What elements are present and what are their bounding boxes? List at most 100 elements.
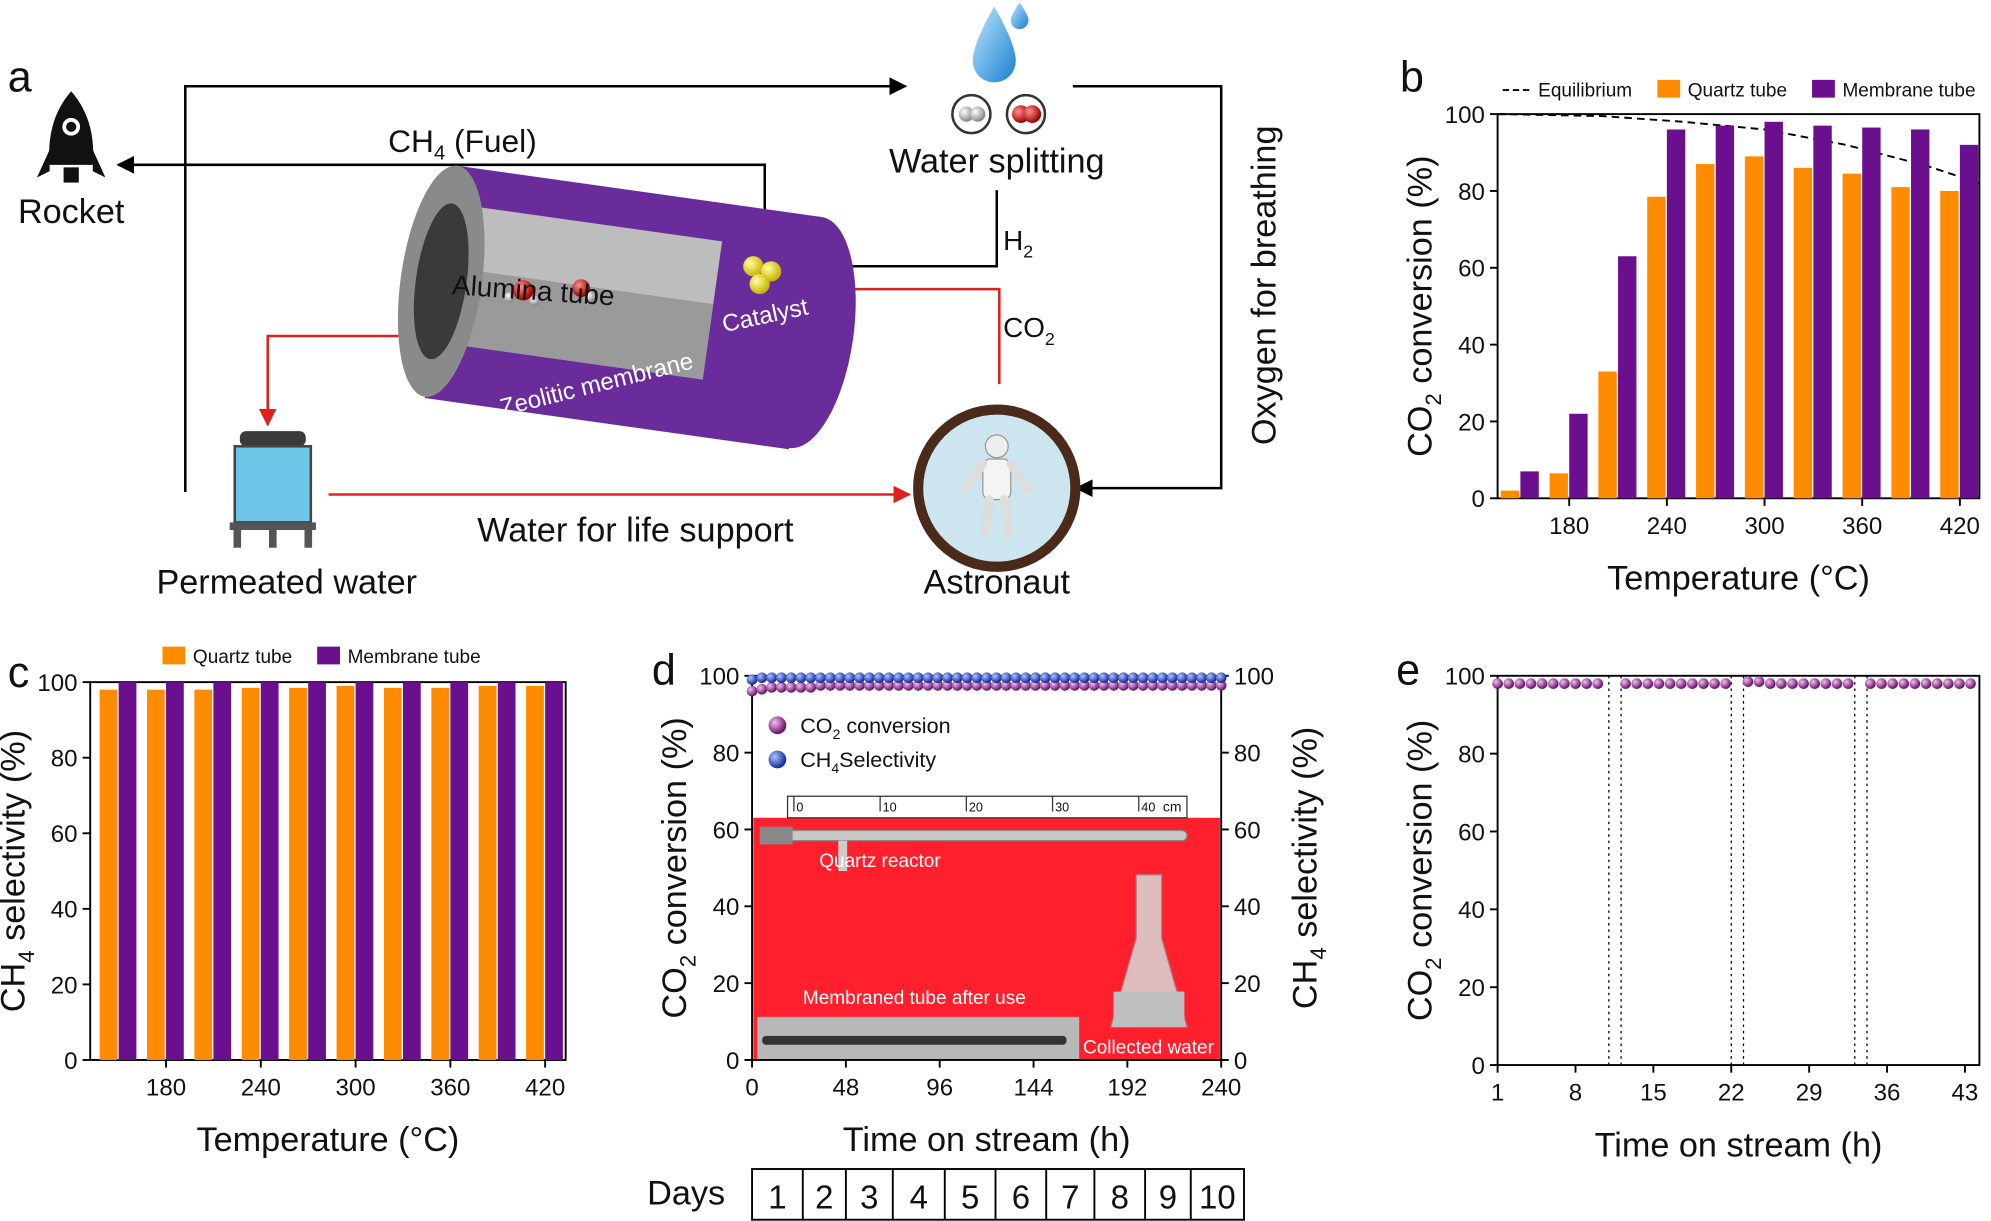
equilibrium-line — [1497, 113, 1980, 185]
point — [864, 672, 875, 684]
panel-label: a — [8, 53, 32, 101]
y2-tick-label: 0 — [1234, 1048, 1247, 1075]
point — [1675, 678, 1687, 689]
y-tick-label: 60 — [1458, 256, 1485, 283]
point — [991, 672, 1002, 684]
point — [1088, 672, 1100, 684]
bar — [1696, 164, 1715, 499]
point — [1876, 678, 1887, 689]
x-tick-label: 240 — [241, 1074, 281, 1101]
legend-label: Membrane tube — [348, 647, 481, 668]
days-cell: 8 — [1111, 1178, 1129, 1215]
bar — [1715, 125, 1735, 499]
point — [805, 672, 817, 684]
bar — [1793, 167, 1813, 499]
point — [893, 672, 904, 684]
point — [815, 680, 826, 691]
point — [746, 685, 758, 697]
astronaut-label: Astronaut — [924, 563, 1071, 601]
inset-label: Membraned tube after use — [803, 988, 1026, 1009]
y-tick-label: 40 — [1458, 332, 1485, 359]
point — [1137, 680, 1149, 691]
point — [1547, 678, 1559, 689]
point — [1069, 680, 1080, 691]
bar — [1549, 473, 1568, 499]
point — [785, 672, 797, 684]
point — [932, 680, 944, 691]
point — [1931, 678, 1943, 689]
arrow — [1072, 84, 1223, 498]
point — [1503, 678, 1515, 689]
point — [1698, 678, 1709, 689]
x-tick-label: 360 — [1842, 513, 1882, 540]
point — [1030, 680, 1041, 691]
point — [844, 680, 856, 691]
point — [824, 680, 836, 691]
x-tick-label: 300 — [1744, 513, 1784, 540]
point — [912, 680, 924, 691]
point — [1798, 678, 1809, 689]
bar — [1862, 127, 1881, 499]
y-tick-label: 20 — [1458, 409, 1485, 436]
y-tick-label: 100 — [699, 664, 739, 691]
point — [903, 680, 914, 691]
bar — [1911, 129, 1930, 499]
point — [1020, 672, 1032, 684]
days-label: Days — [647, 1175, 725, 1213]
point — [1079, 680, 1090, 691]
bar — [402, 682, 421, 1060]
point — [1010, 672, 1022, 684]
point — [1514, 678, 1526, 689]
astronaut-icon — [913, 404, 1081, 572]
rocket-icon — [36, 91, 106, 183]
y-tick-label: 80 — [1458, 179, 1485, 206]
point — [981, 672, 992, 684]
bar — [1666, 129, 1686, 499]
bar — [545, 682, 563, 1060]
ruler-label: 30 — [1055, 800, 1069, 814]
point — [1865, 678, 1876, 689]
y-tick-label: 80 — [1458, 742, 1485, 769]
point — [1592, 678, 1604, 689]
bar — [355, 682, 374, 1060]
diagram: a Rocket Water splitting CH4 (Fuel) H2 C… — [8, 2, 1284, 601]
membrane-tube — [762, 1035, 1067, 1045]
point — [1098, 680, 1110, 691]
point — [1196, 672, 1207, 684]
point — [981, 680, 992, 691]
point — [873, 680, 885, 691]
x-tick-label: 300 — [335, 1074, 375, 1101]
water-tank — [229, 431, 316, 548]
point — [805, 681, 817, 693]
point — [1147, 680, 1159, 691]
point — [1664, 678, 1676, 689]
point — [1709, 678, 1720, 689]
point — [883, 672, 895, 684]
bar — [336, 685, 355, 1060]
flask — [1110, 874, 1188, 1028]
bar — [194, 689, 213, 1060]
ruler-unit: cm — [1163, 798, 1182, 814]
bar — [526, 685, 544, 1060]
arrow — [258, 334, 439, 427]
y-tick-label: 0 — [64, 1048, 77, 1075]
x-tick-label: 0 — [745, 1074, 758, 1101]
x-tick-label: 180 — [146, 1074, 186, 1101]
point — [1088, 680, 1100, 691]
point — [1620, 678, 1631, 689]
legend-label: CH4Selectivity — [800, 747, 936, 776]
point — [1127, 672, 1139, 684]
point — [883, 680, 895, 691]
point — [912, 672, 924, 684]
arrow — [783, 190, 999, 276]
point — [1653, 678, 1665, 689]
permeated-label: Permeated water — [156, 563, 417, 601]
bar — [478, 685, 497, 1060]
y-tick-label: 80 — [51, 746, 78, 773]
point — [991, 680, 1002, 691]
point — [1137, 672, 1149, 684]
inset-label: Quartz reactor — [819, 851, 941, 872]
point — [1720, 678, 1732, 689]
point — [785, 681, 797, 693]
bar — [450, 682, 469, 1060]
